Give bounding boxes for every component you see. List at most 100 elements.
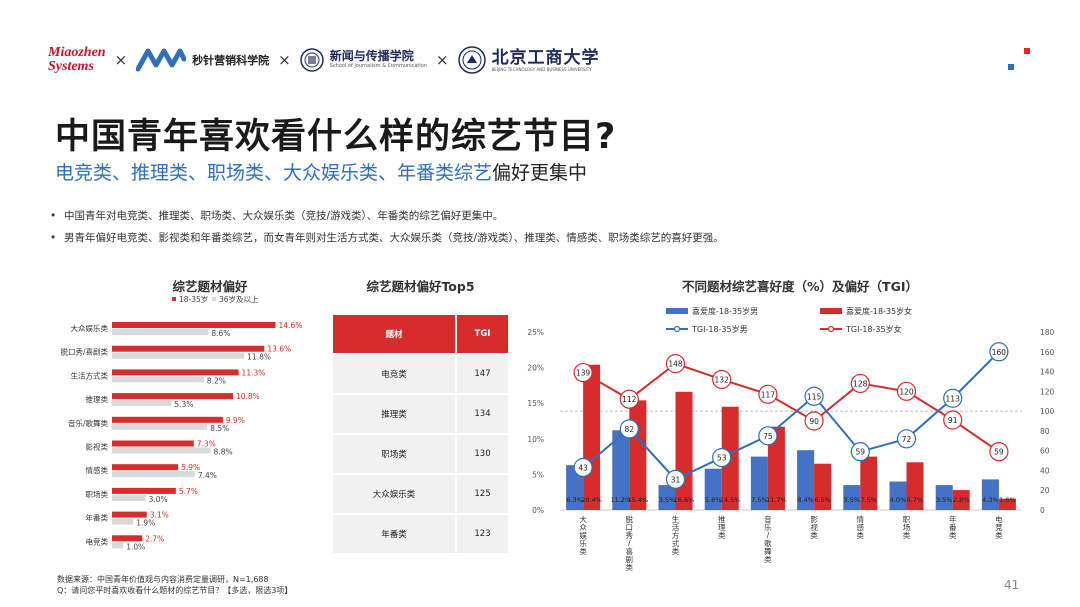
tgi-female-marker [665, 354, 686, 374]
top5-table: 题材 TGI 电竞类 147 推理类 134 职场类 130 大众娱乐类 125 年番类… [333, 315, 508, 553]
tgi-female-marker [619, 389, 639, 409]
bar-female [629, 400, 647, 510]
bar-male [704, 468, 722, 510]
bar-male [750, 456, 768, 510]
tgi-male-marker [943, 388, 963, 408]
chart2-title: 综艺题材偏好Top5 [366, 279, 475, 294]
tgi-female-value: 59 [994, 448, 1004, 457]
data-label: 2.8% [953, 496, 970, 504]
data-label: 1.0% [126, 542, 145, 551]
bar-36-plus [112, 352, 245, 359]
category-label: 年番类 [86, 513, 109, 523]
table-row: 推理类 134 [333, 393, 508, 434]
table-row: 职场类 130 [333, 433, 508, 474]
right-tick-label: 100 [1040, 407, 1055, 416]
separator: × [435, 51, 449, 69]
table-row: 年番类 123 [333, 513, 508, 553]
data-label: 8.8% [214, 448, 233, 457]
data-label: 20.4% [581, 496, 602, 504]
tgi-male-marker [712, 447, 732, 468]
bar-female [860, 456, 878, 510]
bar-male [658, 485, 676, 510]
tgi-female-value: 139 [576, 369, 591, 378]
tgi-female-value: 148 [668, 360, 683, 369]
university-emblem-icon [457, 46, 486, 74]
tgi-male-marker [989, 342, 1009, 362]
category-label: 脱口秀/喜剧类 [60, 347, 108, 357]
data-label: 5.9% [181, 463, 200, 472]
bar-male [935, 485, 953, 510]
data-label: 3.5% [659, 496, 676, 504]
tgi-female-value: 120 [899, 387, 914, 396]
bar-male [566, 465, 584, 510]
legend-label: 喜爱度-18-35岁男 [692, 306, 758, 316]
data-label: 8.5% [210, 424, 229, 433]
tgi-male-line [582, 351, 1000, 481]
data-label: 1.6% [999, 496, 1016, 504]
bar-male [797, 450, 815, 510]
data-label: 2.7% [145, 534, 164, 543]
category-label: 影视类 [86, 442, 109, 452]
tgi-male-value: 115 [807, 392, 822, 401]
table-cell: 职场类 [333, 433, 457, 474]
tgi-female-value: 91 [948, 416, 958, 425]
category-label: 职场类 [86, 489, 109, 499]
data-label: 13.6% [267, 345, 291, 354]
tgi-female-marker [573, 362, 593, 383]
table-cell: 130 [456, 433, 508, 474]
right-tick-label: 20 [1040, 486, 1050, 495]
bar-36-plus [112, 542, 124, 549]
bar-36-plus [112, 447, 211, 454]
category-label: 情感类 [857, 514, 865, 540]
bar-female [814, 463, 832, 510]
tgi-male-marker [850, 442, 870, 462]
data-label: 11.8% [247, 353, 271, 362]
category-label: 职场类 [903, 515, 911, 540]
decor-red-square [1024, 48, 1030, 54]
footnote-question: Q：请问您平时喜欢收看什么题材的综艺节目？【多选，限选3项】 [57, 586, 293, 595]
subtitle-rest: 偏好更集中 [492, 162, 588, 184]
legend-swatch [820, 308, 842, 314]
chart1-title: 综艺题材偏好 [172, 279, 248, 294]
right-tick-label: 120 [1040, 387, 1055, 396]
data-label: 7.3% [197, 440, 216, 449]
data-label: 8.6% [211, 329, 230, 338]
data-label: 10.8% [236, 392, 260, 401]
bar-18-35 [112, 369, 239, 376]
separator: × [114, 51, 128, 69]
category-label: 音乐/歌舞类 [764, 514, 772, 564]
left-tick-label: 20% [527, 364, 544, 373]
tgi-male-marker [619, 419, 639, 439]
data-label: 7.4% [198, 471, 217, 480]
table-cell: 大众娱乐类 [333, 473, 457, 514]
data-label: 3.0% [149, 495, 168, 504]
table-cell: 134 [456, 393, 508, 434]
table-cell: 年番类 [333, 513, 457, 553]
bar-male [981, 479, 999, 510]
tgi-male-value: 59 [856, 448, 866, 457]
bar-female [998, 498, 1016, 510]
bar-36-plus [112, 376, 204, 383]
data-label: 16.6% [674, 496, 695, 504]
bar-36-plus [112, 329, 209, 335]
data-label: 6.5% [814, 496, 831, 504]
tgi-male-value: 160 [992, 348, 1007, 357]
category-label: 影视类 [810, 514, 818, 540]
tgi-female-value: 90 [809, 417, 819, 426]
table-cell: 123 [456, 513, 508, 553]
bar-18-35 [112, 416, 223, 423]
right-tick-label: 160 [1040, 348, 1055, 357]
header-logos: Miaozhen Systems × 秒针营销科学院 × 新闻与传播学院 Sch… [48, 40, 600, 80]
tgi-female-marker [943, 410, 963, 430]
bar-female [583, 364, 601, 510]
data-label: 5.7% [179, 487, 198, 496]
left-tick-label: 5% [532, 470, 544, 479]
category-label: 年番类 [949, 514, 957, 540]
tgi-female-marker [989, 442, 1009, 462]
tgi-female-marker [712, 369, 732, 390]
tgi-female-value: 117 [761, 390, 776, 399]
page-number: 41 [1004, 578, 1020, 592]
table-cell: 推理类 [333, 393, 457, 434]
tgi-male-value: 53 [717, 454, 727, 463]
